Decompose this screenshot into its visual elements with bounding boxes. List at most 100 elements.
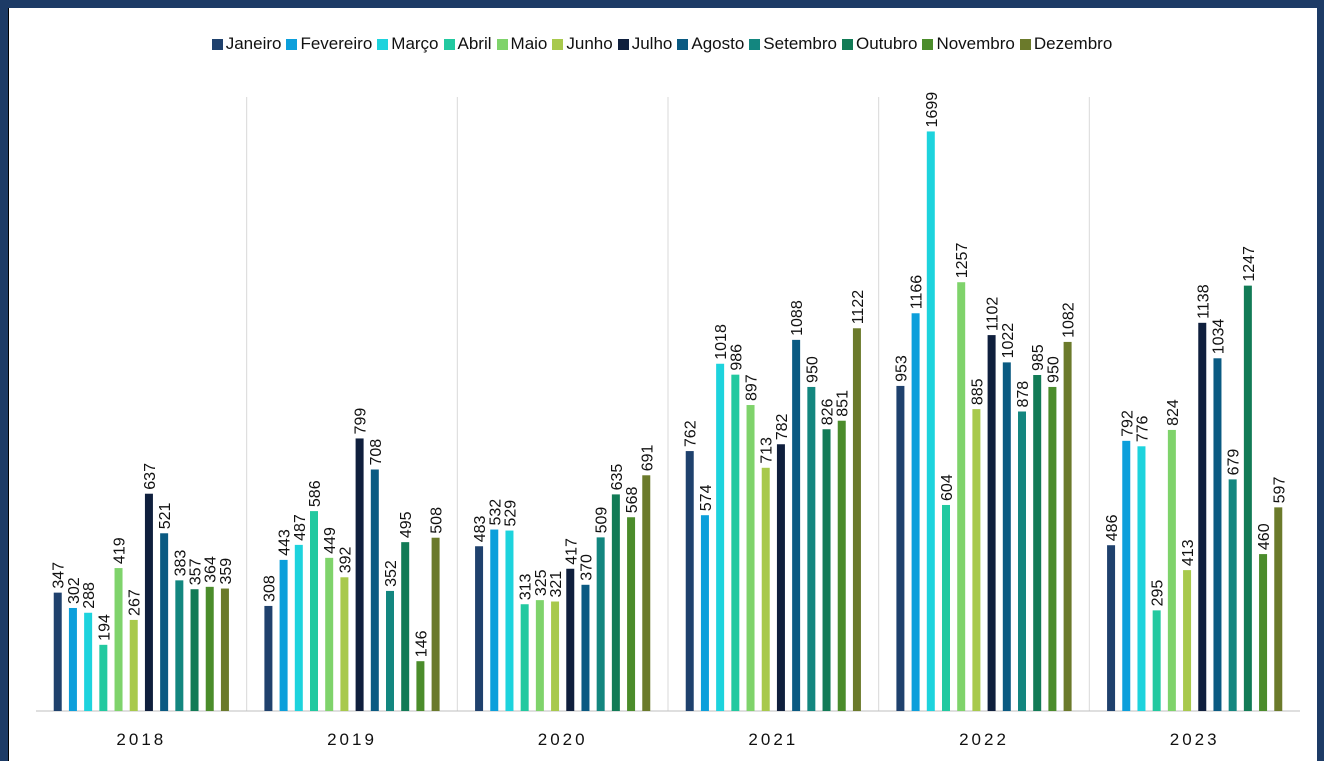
bar bbox=[1259, 554, 1268, 711]
data-label: 897 bbox=[744, 374, 761, 401]
data-label: 762 bbox=[683, 420, 700, 447]
bar bbox=[837, 420, 846, 711]
legend-swatch bbox=[677, 38, 689, 50]
bar bbox=[99, 644, 108, 711]
bar bbox=[716, 363, 725, 711]
data-label: 308 bbox=[261, 575, 278, 602]
bar bbox=[401, 542, 410, 711]
data-label: 885 bbox=[969, 378, 986, 405]
data-label: 194 bbox=[96, 614, 113, 641]
data-label: 529 bbox=[502, 500, 519, 527]
bar bbox=[160, 533, 169, 711]
legend-item: Novembro bbox=[922, 34, 1015, 54]
bar bbox=[1048, 386, 1057, 711]
data-label: 799 bbox=[353, 408, 370, 435]
data-label: 325 bbox=[533, 569, 550, 596]
bar bbox=[53, 592, 62, 711]
data-label: 357 bbox=[188, 558, 205, 585]
data-label: 359 bbox=[218, 558, 235, 585]
bar bbox=[68, 607, 77, 711]
bar bbox=[1018, 411, 1026, 711]
data-label: 878 bbox=[1015, 381, 1032, 408]
bar bbox=[1243, 285, 1252, 711]
bar bbox=[1183, 570, 1192, 711]
data-label: 1257 bbox=[954, 243, 971, 279]
data-label: 370 bbox=[578, 554, 595, 581]
legend-swatch bbox=[1019, 38, 1031, 50]
bar bbox=[627, 517, 636, 711]
bar bbox=[1107, 545, 1116, 711]
legend-label: Novembro bbox=[936, 34, 1015, 53]
bar bbox=[792, 339, 801, 711]
legend-item: Abril bbox=[443, 34, 492, 54]
legend-label: Agosto bbox=[691, 34, 745, 53]
data-label: 508 bbox=[429, 507, 446, 534]
legend-item: Dezembro bbox=[1019, 34, 1113, 54]
bar bbox=[310, 511, 318, 711]
bar bbox=[190, 589, 199, 711]
data-label: 1699 bbox=[924, 92, 941, 128]
data-label: 392 bbox=[337, 546, 354, 573]
legend-item: Julho bbox=[617, 34, 672, 54]
bar bbox=[731, 374, 740, 711]
bar bbox=[1063, 341, 1072, 711]
data-label: 146 bbox=[413, 630, 430, 657]
data-label: 1166 bbox=[909, 275, 926, 310]
bar bbox=[596, 537, 605, 711]
bar bbox=[822, 429, 831, 711]
data-label: 586 bbox=[307, 480, 324, 507]
data-label: 604 bbox=[939, 474, 956, 501]
data-label: 691 bbox=[639, 444, 656, 471]
data-label: 364 bbox=[203, 556, 220, 583]
bar bbox=[1033, 375, 1042, 711]
x-tick-label: 2023 bbox=[1170, 730, 1220, 749]
data-label: 413 bbox=[1180, 539, 1197, 566]
data-label: 826 bbox=[820, 398, 837, 425]
bar bbox=[1213, 358, 1222, 711]
bar bbox=[761, 467, 770, 711]
legend-swatch bbox=[749, 38, 761, 50]
legend-swatch bbox=[211, 38, 223, 50]
legend-label: Janeiro bbox=[225, 34, 282, 53]
legend-item: Fevereiro bbox=[286, 34, 372, 54]
data-label: 1034 bbox=[1210, 319, 1227, 355]
legend-item: Março bbox=[377, 34, 439, 54]
x-tick-label: 2018 bbox=[116, 730, 166, 749]
bar bbox=[926, 131, 935, 712]
bar bbox=[1198, 322, 1207, 711]
data-label: 986 bbox=[728, 344, 745, 371]
bar bbox=[987, 335, 996, 711]
data-label: 449 bbox=[322, 527, 339, 554]
bar bbox=[1122, 440, 1131, 711]
bar bbox=[144, 493, 153, 711]
bar bbox=[370, 469, 379, 711]
x-tick-label: 2021 bbox=[748, 730, 798, 749]
bar bbox=[1228, 479, 1237, 711]
bar bbox=[1137, 446, 1146, 711]
data-label: 792 bbox=[1119, 410, 1136, 437]
data-label: 347 bbox=[51, 562, 68, 589]
bar bbox=[294, 544, 303, 711]
bar bbox=[175, 580, 184, 711]
data-label: 1088 bbox=[789, 300, 806, 336]
data-label: 1018 bbox=[713, 324, 730, 360]
legend-label: Dezembro bbox=[1033, 34, 1113, 53]
bar bbox=[264, 605, 273, 711]
bar bbox=[355, 438, 364, 711]
bar bbox=[776, 444, 785, 711]
data-label: 487 bbox=[292, 514, 309, 541]
bar bbox=[551, 601, 560, 711]
data-label: 1122 bbox=[850, 290, 867, 325]
data-label: 295 bbox=[1150, 580, 1167, 607]
bar bbox=[1274, 507, 1283, 711]
legend-swatch bbox=[617, 38, 629, 50]
bar bbox=[129, 619, 138, 711]
bar bbox=[325, 557, 334, 711]
data-label: 985 bbox=[1030, 344, 1047, 371]
legend-item: Janeiro bbox=[211, 34, 282, 54]
legend-label: Junho bbox=[566, 34, 613, 53]
bar bbox=[1152, 610, 1161, 711]
bar bbox=[942, 504, 950, 711]
